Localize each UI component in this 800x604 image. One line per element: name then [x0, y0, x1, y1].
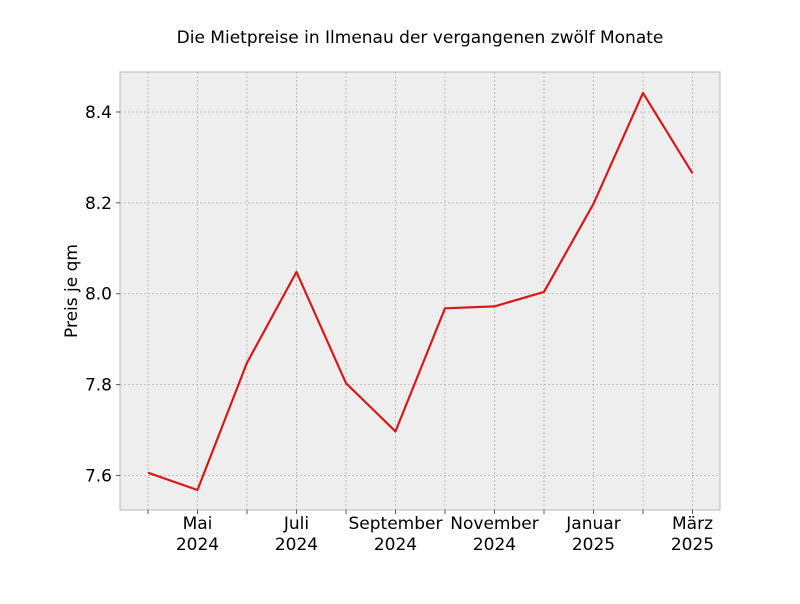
- chart-title: Die Mietpreise in Ilmenau der vergangene…: [177, 28, 664, 48]
- grid-lines: [120, 72, 720, 510]
- x-tick-label-year: 2025: [671, 535, 714, 555]
- plot-area: [119, 71, 721, 511]
- y-tick-label: 8.4: [85, 103, 112, 123]
- x-tick-label-year: 2025: [572, 535, 615, 555]
- x-tick-label-month: März: [672, 514, 713, 534]
- x-tick-label-month: Mai: [183, 514, 213, 534]
- y-tick-label: 7.6: [85, 466, 112, 486]
- x-tick-label-month: Juli: [283, 514, 309, 534]
- y-tick-label: 7.8: [85, 376, 112, 396]
- y-axis-label: Preis je qm: [62, 244, 82, 338]
- x-tick-label-month: November: [450, 514, 538, 534]
- y-tick-label: 8.2: [85, 194, 112, 214]
- series-layer: [147, 91, 694, 492]
- x-tick-label-year: 2024: [473, 535, 516, 555]
- x-tick-label-month: Januar: [565, 514, 620, 534]
- y-tick-label: 8.0: [85, 285, 112, 305]
- x-tick-label-year: 2024: [275, 535, 318, 555]
- x-tick-label-month: September: [349, 514, 443, 534]
- x-tick-label-year: 2024: [176, 535, 219, 555]
- series-line: [147, 91, 694, 492]
- axis-ticks: 7.67.88.08.28.4Mai2024Juli2024September2…: [85, 103, 714, 555]
- x-tick-label-year: 2024: [374, 535, 417, 555]
